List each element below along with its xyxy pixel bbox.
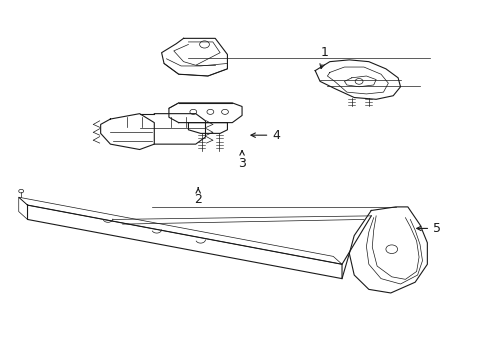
Text: 5: 5 <box>416 222 440 235</box>
Text: 1: 1 <box>319 46 328 68</box>
Text: 4: 4 <box>250 129 280 142</box>
Text: 3: 3 <box>238 151 245 170</box>
Text: 2: 2 <box>194 188 202 206</box>
